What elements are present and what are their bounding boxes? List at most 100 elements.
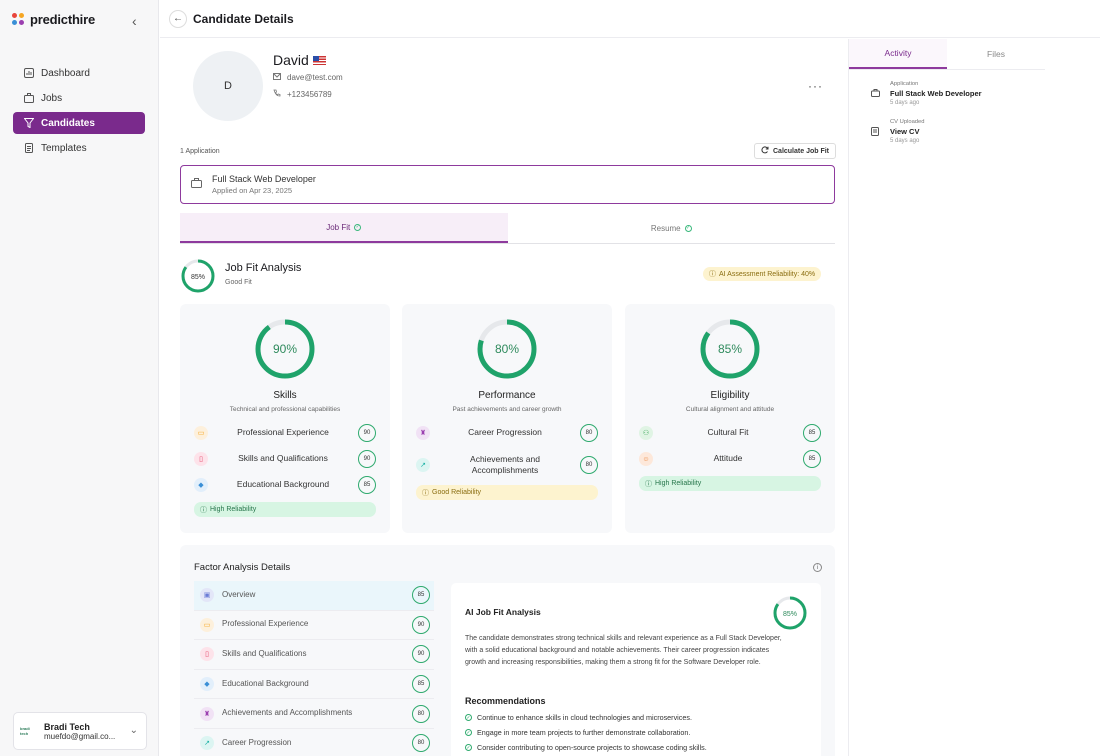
recommendation-text: Consider contributing to open-source pro… (477, 743, 707, 752)
check-circle-icon: ✓ (354, 223, 362, 231)
info-icon: ⓘ (645, 480, 652, 488)
info-icon[interactable]: i (813, 563, 822, 572)
user-email: muefdo@gmail.co... (44, 731, 116, 741)
sidebar-nav: Dashboard Jobs Candidates Templates (13, 62, 145, 162)
check-circle-icon: ✓ (465, 729, 472, 736)
company-name: Bradi Tech (44, 721, 90, 732)
reliability-label: High Reliability (210, 506, 257, 513)
candidate-name: David (273, 52, 309, 68)
factor-item-skills-qualifications[interactable]: ▯ Skills and Qualifications 90 (194, 640, 434, 670)
factor-row[interactable]: ↗ Achievements and Accomplishments 80 (416, 452, 598, 478)
skills-score-label: 90% (273, 342, 297, 356)
calculate-job-fit-button[interactable]: Calculate Job Fit (754, 143, 837, 159)
candidate-email-row: dave@test.com (273, 73, 343, 82)
info-icon: ⓘ (200, 506, 207, 514)
sidebar-item-label: Candidates (41, 117, 95, 129)
tab-label: Resume (650, 223, 681, 233)
recommendation-text: Continue to enhance skills in cloud tech… (477, 713, 692, 722)
chevron-updown-icon: ⌄ (129, 725, 138, 736)
recommendation-item: ✓ Continue to enhance skills in cloud te… (465, 713, 692, 722)
collapse-sidebar-button[interactable]: ‹ (132, 13, 137, 29)
tab-activity[interactable]: Activity (849, 39, 947, 69)
user-account-switcher[interactable]: bradi tech Bradi Tech muefdo@gmail.co...… (13, 712, 147, 750)
recommendations-title: Recommendations (465, 696, 546, 706)
users-icon: ⚇ (639, 426, 653, 440)
briefcase-icon: ▭ (200, 617, 214, 632)
sidebar: predicthire ‹ Dashboard Jobs Candidates (0, 0, 159, 756)
factor-item-professional-experience[interactable]: ▭ Professional Experience 90 (194, 611, 434, 641)
trophy-icon: ♜ (200, 706, 214, 721)
factor-label: Professional Experience (222, 619, 309, 629)
factor-score: 90 (358, 450, 376, 468)
activity-time: 5 days ago (890, 138, 920, 144)
factor-label: Career Progression (222, 737, 292, 747)
ai-analysis-card: AI Job Fit Analysis 85% The candidate de… (451, 583, 821, 756)
document-icon (871, 127, 880, 136)
performance-score-ring: 80% (475, 317, 539, 384)
trophy-icon: ♜ (416, 426, 430, 440)
factor-row[interactable]: ☺ Attitude 85 (639, 449, 821, 469)
application-card[interactable]: Full Stack Web Developer Applied on Apr … (180, 165, 835, 204)
factor-score: 80 (580, 424, 598, 442)
factor-label: Career Progression (468, 427, 542, 438)
factor-score: 85 (358, 476, 376, 494)
more-options-button[interactable]: ··· (808, 79, 823, 93)
factor-score: 85 (412, 586, 430, 605)
activity-tabs: Activity Files (849, 39, 1045, 70)
avatar: D (193, 51, 263, 121)
eligibility-score-ring: 85% (698, 317, 762, 384)
reliability-label: High Reliability (655, 480, 702, 487)
application-date: Applied on Apr 23, 2025 (212, 186, 293, 195)
activity-item[interactable]: Application Full Stack Web Developer 5 d… (871, 81, 982, 106)
performance-score-card: 80% Performance Past achievements and ca… (402, 304, 612, 533)
factor-row[interactable]: ♜ Career Progression 80 (416, 423, 598, 443)
factor-row[interactable]: ▭ Professional Experience 90 (194, 423, 376, 443)
factor-score: 80 (412, 704, 430, 723)
sidebar-item-label: Dashboard (41, 67, 90, 79)
activity-item[interactable]: CV Uploaded View CV 5 days ago (871, 119, 924, 144)
ai-score-label: 85% (783, 611, 797, 618)
factor-score: 80 (412, 734, 430, 753)
book-icon: ▯ (200, 647, 214, 662)
factor-label: Skills and Qualifications (222, 649, 307, 659)
tab-resume[interactable]: Resume ✓ (508, 213, 836, 243)
activity-panel: Activity Files Application Full Stack We… (848, 39, 1045, 756)
tab-job-fit[interactable]: Job Fit ✓ (180, 213, 508, 243)
candidate-phone[interactable]: +123456789 (287, 89, 332, 99)
graduation-cap-icon: ◆ (194, 478, 208, 492)
back-button[interactable]: ← (169, 9, 187, 28)
recommendation-text: Engage in more team projects to further … (477, 728, 691, 737)
reliability-badge: ⓘ High Reliability (194, 502, 376, 517)
sidebar-item-candidates[interactable]: Candidates (13, 112, 145, 134)
application-count: 1 Application (180, 148, 220, 155)
recommendation-item: ✓ Engage in more team projects to furthe… (465, 728, 690, 737)
info-icon: ⓘ (709, 271, 716, 278)
sidebar-item-jobs[interactable]: Jobs (13, 87, 145, 109)
card-subtitle: Past achievements and career growth (452, 406, 562, 413)
factor-row[interactable]: ▯ Skills and Qualifications 90 (194, 449, 376, 469)
filter-icon (23, 117, 35, 129)
factor-item-achievements[interactable]: ♜ Achievements and Accomplishments 80 (194, 699, 434, 729)
refresh-icon (761, 146, 769, 156)
candidate-name-row: David (273, 52, 326, 68)
brand-logo[interactable]: predicthire (12, 12, 95, 27)
factor-item-educational-background[interactable]: ◆ Educational Background 85 (194, 670, 434, 700)
candidate-email[interactable]: dave@test.com (287, 73, 343, 82)
factor-score: 80 (580, 456, 598, 474)
factor-score: 85 (412, 675, 430, 694)
eligibility-score-card: 85% Eligibility Cultural alignment and a… (625, 304, 835, 533)
factor-row[interactable]: ⚇ Cultural Fit 85 (639, 423, 821, 443)
overall-score-label: 85% (191, 274, 205, 281)
document-icon (23, 142, 35, 154)
sidebar-item-dashboard[interactable]: Dashboard (13, 62, 145, 84)
factor-list: ▣ Overview 85 ▭ Professional Experience … (194, 581, 434, 756)
factor-row[interactable]: ◆ Educational Background 85 (194, 475, 376, 495)
reliability-label: Good Reliability (432, 489, 482, 496)
factor-item-overview[interactable]: ▣ Overview 85 (194, 581, 434, 611)
sidebar-item-templates[interactable]: Templates (13, 137, 145, 159)
factor-item-career-progression[interactable]: ↗ Career Progression 80 (194, 729, 434, 756)
tab-files[interactable]: Files (987, 49, 1005, 59)
card-title: Skills (273, 390, 297, 401)
overall-score-ring: 85% (180, 258, 216, 297)
arrow-left-icon: ← (173, 13, 183, 24)
